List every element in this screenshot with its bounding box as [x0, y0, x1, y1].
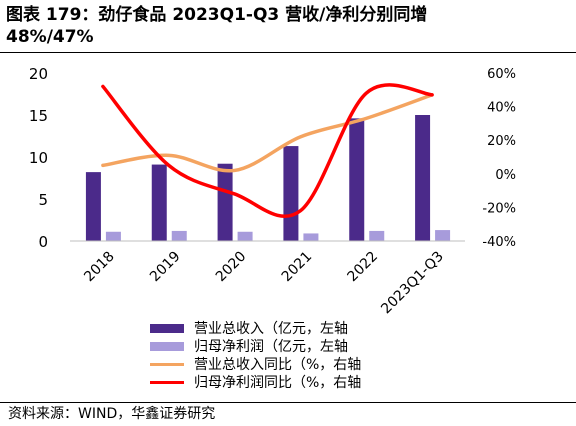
x-axis-tick-label: 2018	[81, 249, 118, 286]
chart-title: 图表 179：劲仔食品 2023Q1-Q3 营收/净利分别同增	[6, 5, 428, 25]
chart-title-continued: 48%/47%	[6, 27, 94, 47]
legend-label-profit-yoy: 归母净利润同比（%，右轴	[194, 375, 362, 391]
right-axis-tick-label: -40%	[482, 235, 516, 250]
net-profit-bar	[435, 230, 451, 241]
net-profit-yoy-line	[101, 83, 434, 218]
net-profit-bar	[369, 230, 385, 241]
right-edge-mark-bottom	[568, 402, 576, 403]
left-axis-tick-label: 0	[38, 233, 48, 251]
revenue-bar	[349, 118, 365, 241]
net-profit-bar	[237, 231, 253, 241]
left-axis-tick-label: 15	[29, 107, 48, 125]
source-note: 资料来源：WIND，华鑫证券研究	[8, 406, 216, 422]
legend-swatch-revenue-yoy	[150, 363, 184, 366]
top-divider	[0, 52, 576, 53]
net-profit-bar	[171, 230, 187, 241]
revenue-bar	[283, 146, 299, 241]
net-profit-bar	[105, 231, 121, 241]
legend-label-revenue-yoy: 营业总收入同比（%，右轴	[194, 357, 362, 373]
right-axis-tick-label: -20%	[482, 201, 516, 216]
right-axis-tick-label: 20%	[487, 134, 516, 149]
right-axis-tick-label: 60%	[487, 67, 516, 82]
revenue-yoy-line	[101, 93, 434, 173]
legend-swatch-net-profit	[150, 342, 184, 351]
x-axis-tick-label: 2020	[213, 249, 250, 286]
left-axis-tick-label: 10	[29, 149, 48, 167]
right-edge-mark	[568, 52, 576, 53]
legend-label-net-profit: 归母净利润（亿元，左轴	[194, 339, 348, 355]
right-axis-tick-label: 40%	[487, 101, 516, 116]
left-axis-tick-label: 20	[29, 65, 48, 83]
revenue-bar	[217, 163, 233, 241]
x-axis-tick-label: 2021	[279, 249, 316, 286]
x-axis-tick-label: 2019	[147, 249, 184, 286]
legend-swatch-profit-yoy	[150, 381, 184, 384]
bottom-divider	[0, 402, 576, 403]
x-axis-tick-label: 2022	[345, 249, 382, 286]
right-axis-tick-label: 0%	[495, 168, 516, 183]
legend-label-revenue: 营业总收入（亿元，左轴	[194, 321, 348, 337]
left-axis-tick-label: 5	[38, 191, 48, 209]
revenue-bar	[415, 115, 431, 241]
revenue-bar	[85, 172, 101, 241]
revenue-bar	[151, 164, 167, 241]
net-profit-bar	[303, 233, 319, 241]
x-axis-tick-label: 2023Q1-Q3	[378, 249, 447, 318]
legend-swatch-revenue	[150, 324, 184, 333]
